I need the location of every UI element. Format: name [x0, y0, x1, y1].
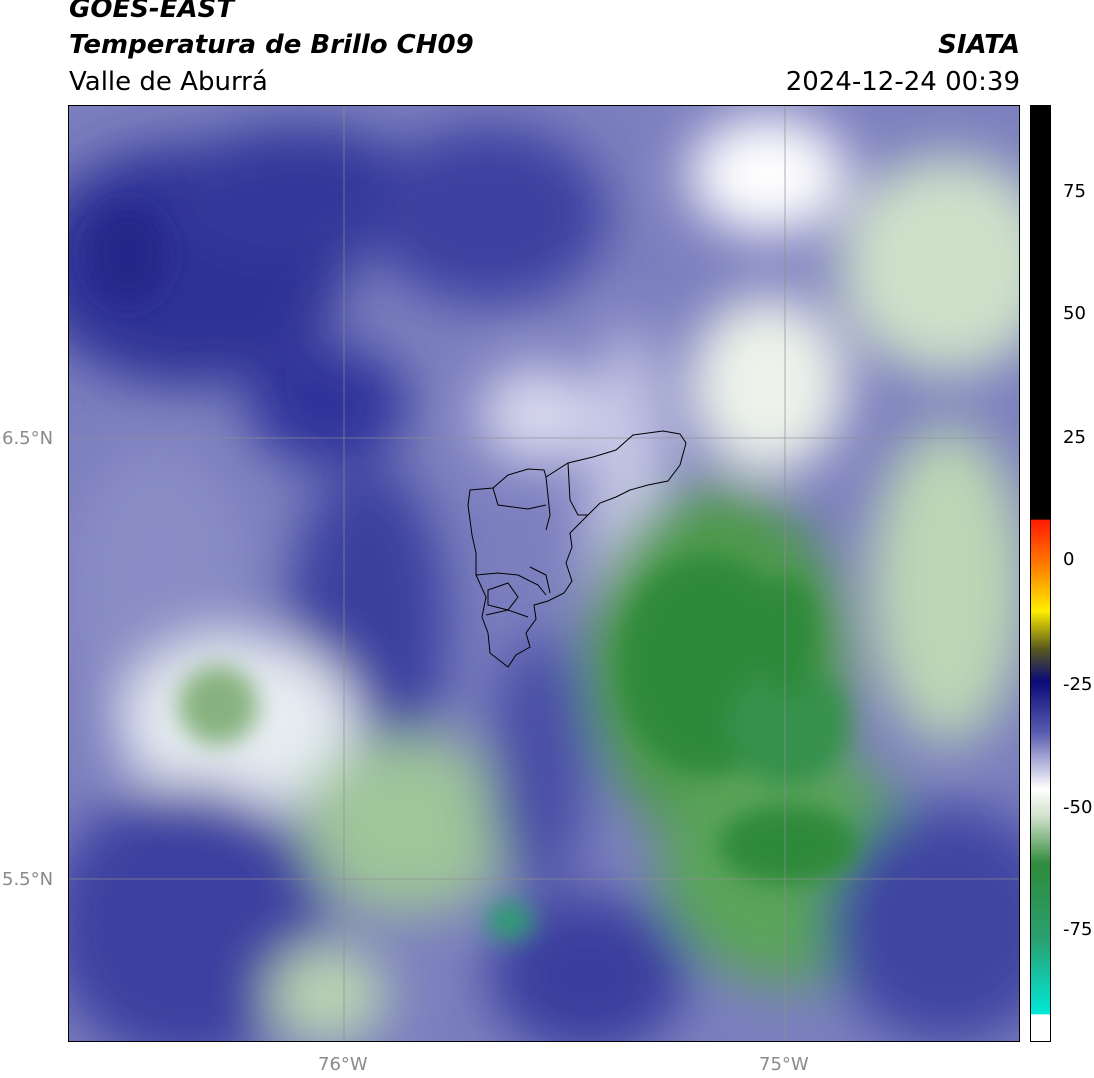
colorbar-tick-label: -75 — [1063, 919, 1093, 940]
lon-label-75w: 75°W — [759, 1054, 809, 1075]
region-subtitle: Valle de Aburrá — [69, 67, 268, 97]
timestamp-label: 2024-12-24 00:39 — [785, 67, 1020, 97]
lat-label-6-5: 6.5°N — [2, 428, 54, 449]
colorbar-tick-label: 75 — [1063, 181, 1086, 202]
colorbar — [1030, 105, 1051, 1042]
colorbar-tick-label: 0 — [1063, 549, 1075, 570]
colorbar-tick-label: -25 — [1063, 674, 1093, 695]
lon-label-76w: 76°W — [318, 1054, 368, 1075]
colorbar-tick-label: 25 — [1063, 427, 1086, 448]
colorbar-tick-label: -50 — [1063, 797, 1093, 818]
lat-label-5-5: 5.5°N — [2, 869, 54, 890]
municipality-boundaries — [467, 430, 687, 668]
product-title: Temperatura de Brillo CH09 — [69, 30, 474, 60]
satellite-title: GOES-EAST — [69, 0, 235, 24]
cold-cores — [88, 205, 858, 939]
gridlines — [68, 105, 1020, 1042]
brightness-temperature-map[interactable] — [68, 105, 1020, 1042]
organization-label: SIATA — [938, 30, 1020, 60]
colorbar-tick-label: 50 — [1063, 303, 1086, 324]
